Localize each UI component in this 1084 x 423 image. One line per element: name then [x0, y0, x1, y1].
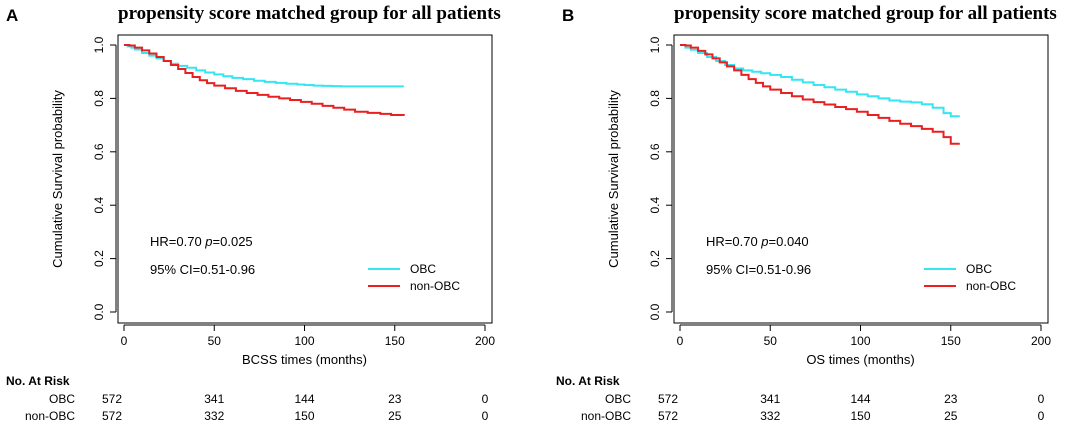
- x-tick-label: 200: [1031, 334, 1051, 348]
- risk-value: 25: [388, 409, 402, 423]
- x-tick-label: 50: [764, 334, 778, 348]
- legend-label-obc: OBC: [966, 262, 992, 276]
- risk-row-label: OBC: [605, 392, 631, 406]
- plot-frame: [117, 34, 493, 324]
- y-axis-label: Cumulative Survival probability: [50, 90, 65, 268]
- risk-row-label: non-OBC: [25, 409, 75, 423]
- risk-value: 23: [944, 392, 958, 406]
- ci-annotation: 95% CI=0.51-0.96: [150, 262, 255, 277]
- y-tick-label: 0.0: [92, 303, 106, 320]
- risk-value: 572: [658, 392, 678, 406]
- risk-value: 332: [760, 409, 780, 423]
- x-tick-label: 0: [121, 334, 128, 348]
- risk-value: 23: [388, 392, 402, 406]
- risk-value: 150: [850, 409, 870, 423]
- x-axis-label: OS times (months): [806, 352, 914, 367]
- y-axis-label: Cumulative Survival probability: [606, 90, 621, 268]
- x-tick-label: 200: [475, 334, 495, 348]
- risk-value: 0: [1038, 392, 1045, 406]
- x-tick-label: 0: [677, 334, 684, 348]
- chart-title: propensity score matched group for all p…: [674, 3, 1057, 24]
- risk-value: 25: [944, 409, 958, 423]
- x-axis-label: BCSS times (months): [242, 352, 367, 367]
- y-tick-label: 0.2: [92, 250, 106, 267]
- risk-table-heading: No. At Risk: [556, 374, 620, 388]
- x-tick-label: 150: [385, 334, 405, 348]
- risk-value: 332: [204, 409, 224, 423]
- risk-row-label: non-OBC: [581, 409, 631, 423]
- series-line-non-obc: [680, 44, 960, 145]
- plot-frame: [673, 34, 1049, 324]
- ci-annotation: 95% CI=0.51-0.96: [706, 262, 811, 277]
- risk-value: 341: [204, 392, 224, 406]
- y-tick-label: 0.6: [92, 143, 106, 160]
- legend-label-non-obc: non-OBC: [966, 279, 1016, 293]
- risk-table-heading: No. At Risk: [6, 374, 70, 388]
- risk-value: 572: [102, 392, 122, 406]
- hr-annotation: HR=0.70 p=0.040: [706, 234, 809, 249]
- series-line-obc: [680, 44, 960, 118]
- risk-value: 0: [482, 392, 489, 406]
- risk-value: 150: [294, 409, 314, 423]
- panel-letter: B: [562, 6, 574, 25]
- series-line-non-obc: [124, 44, 405, 116]
- risk-value: 0: [1038, 409, 1045, 423]
- y-tick-label: 0.4: [648, 197, 662, 214]
- risk-value: 144: [850, 392, 870, 406]
- panel-letter: A: [6, 6, 18, 25]
- x-tick-label: 50: [208, 334, 222, 348]
- x-tick-label: 100: [294, 334, 314, 348]
- legend-label-obc: OBC: [410, 262, 436, 276]
- risk-value: 144: [294, 392, 314, 406]
- x-tick-label: 100: [850, 334, 870, 348]
- risk-value: 0: [482, 409, 489, 423]
- legend-label-non-obc: non-OBC: [410, 279, 460, 293]
- risk-value: 572: [102, 409, 122, 423]
- risk-value: 572: [658, 409, 678, 423]
- risk-value: 341: [760, 392, 780, 406]
- series-line-obc: [124, 44, 404, 88]
- y-tick-label: 0.6: [648, 143, 662, 160]
- chart-title: propensity score matched group for all p…: [118, 3, 501, 24]
- risk-row-label: OBC: [49, 392, 75, 406]
- x-tick-label: 150: [941, 334, 961, 348]
- hr-annotation: HR=0.70 p=0.025: [150, 234, 253, 249]
- y-tick-label: 0.8: [92, 90, 106, 107]
- y-tick-label: 0.0: [648, 303, 662, 320]
- y-tick-label: 0.4: [92, 197, 106, 214]
- y-tick-label: 1.0: [648, 36, 662, 53]
- y-tick-label: 0.8: [648, 90, 662, 107]
- y-tick-label: 1.0: [92, 36, 106, 53]
- y-tick-label: 0.2: [648, 250, 662, 267]
